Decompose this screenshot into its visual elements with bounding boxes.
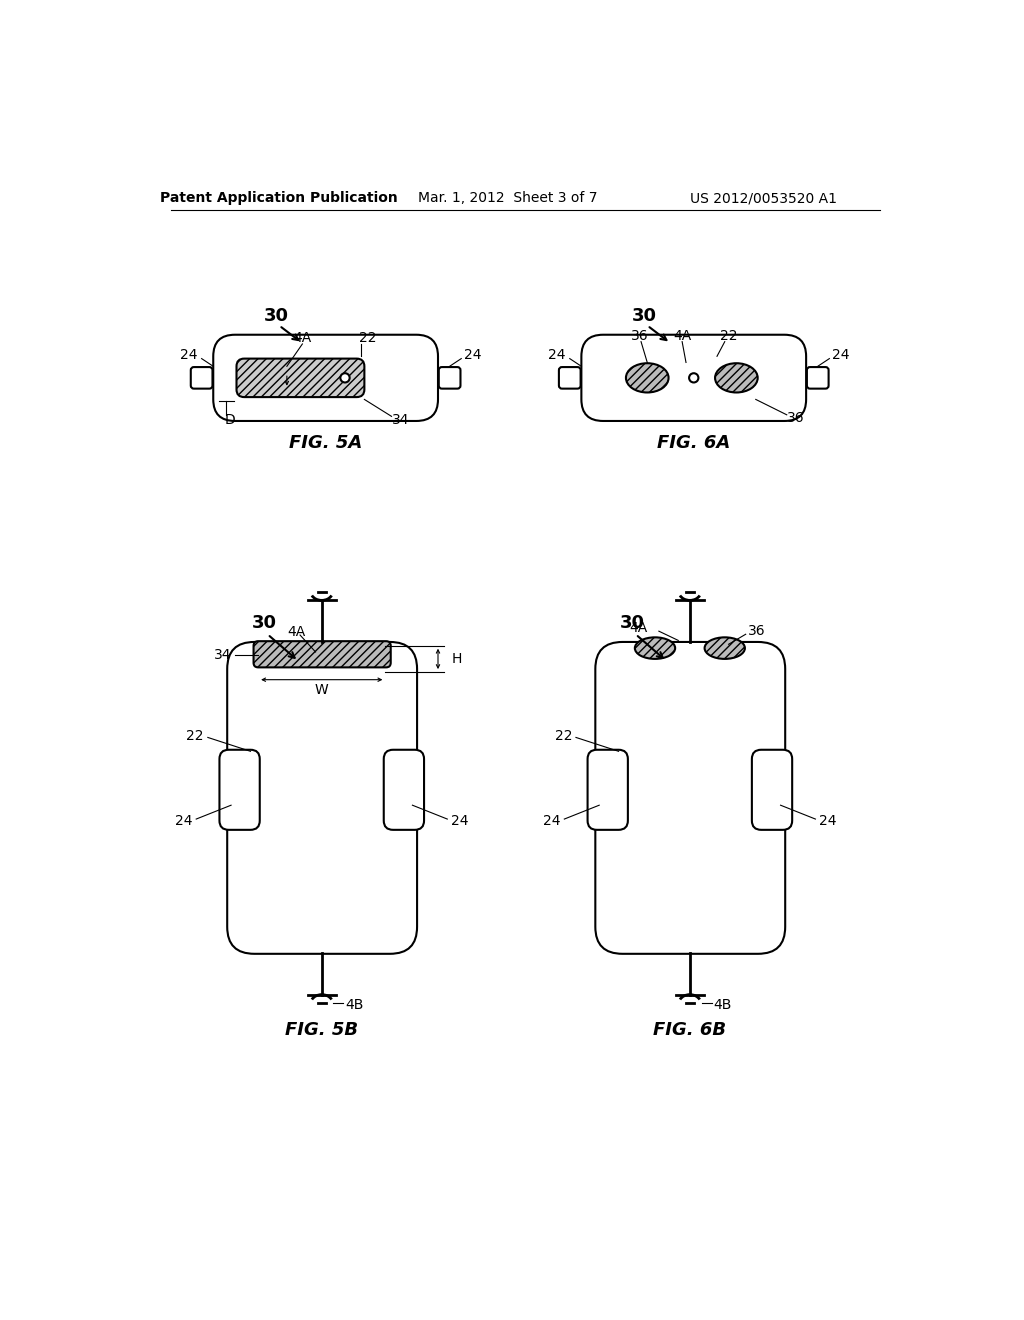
Text: 22: 22 <box>720 329 737 342</box>
Text: 4A: 4A <box>629 622 647 635</box>
Text: 24: 24 <box>819 813 837 828</box>
FancyBboxPatch shape <box>588 750 628 830</box>
Text: 4A: 4A <box>673 329 691 342</box>
FancyBboxPatch shape <box>752 750 793 830</box>
Text: 36: 36 <box>631 329 648 342</box>
Text: 24: 24 <box>831 347 849 362</box>
FancyBboxPatch shape <box>190 367 212 388</box>
Text: 24: 24 <box>543 813 560 828</box>
Text: 24: 24 <box>549 347 566 362</box>
Ellipse shape <box>626 363 669 392</box>
Text: 30: 30 <box>252 614 278 632</box>
Text: W: W <box>314 684 329 697</box>
Text: 4A: 4A <box>293 331 311 345</box>
Text: 22: 22 <box>186 729 204 743</box>
Text: US 2012/0053520 A1: US 2012/0053520 A1 <box>690 191 837 206</box>
Text: 24: 24 <box>452 813 469 828</box>
Text: FIG. 6B: FIG. 6B <box>653 1022 726 1039</box>
FancyBboxPatch shape <box>582 335 806 421</box>
Ellipse shape <box>715 363 758 392</box>
Ellipse shape <box>705 638 744 659</box>
Text: 34: 34 <box>391 413 409 428</box>
FancyBboxPatch shape <box>384 750 424 830</box>
Text: 4B: 4B <box>345 998 364 1012</box>
Text: 30: 30 <box>263 308 289 325</box>
Text: 4B: 4B <box>713 998 731 1012</box>
FancyBboxPatch shape <box>254 642 391 668</box>
FancyBboxPatch shape <box>219 750 260 830</box>
Text: 36: 36 <box>748 624 766 638</box>
Ellipse shape <box>635 638 675 659</box>
Text: H: H <box>452 652 462 665</box>
Text: 24: 24 <box>175 813 193 828</box>
FancyBboxPatch shape <box>438 367 461 388</box>
Circle shape <box>340 374 349 383</box>
Text: FIG. 5A: FIG. 5A <box>289 434 362 453</box>
Text: 22: 22 <box>555 729 572 743</box>
Text: FIG. 6A: FIG. 6A <box>657 434 730 453</box>
Text: 36: 36 <box>786 411 805 425</box>
Text: 34: 34 <box>214 648 231 663</box>
Text: 30: 30 <box>632 308 656 325</box>
Text: 30: 30 <box>621 614 645 632</box>
FancyBboxPatch shape <box>559 367 581 388</box>
Text: FIG. 5B: FIG. 5B <box>286 1022 358 1039</box>
FancyBboxPatch shape <box>595 642 785 954</box>
Text: Mar. 1, 2012  Sheet 3 of 7: Mar. 1, 2012 Sheet 3 of 7 <box>418 191 597 206</box>
Text: 22: 22 <box>359 331 377 345</box>
Circle shape <box>689 374 698 383</box>
FancyBboxPatch shape <box>237 359 365 397</box>
Text: 24: 24 <box>180 347 198 362</box>
FancyBboxPatch shape <box>213 335 438 421</box>
Text: D: D <box>225 413 236 428</box>
Text: 4A: 4A <box>287 624 305 639</box>
Text: 24: 24 <box>464 347 481 362</box>
FancyBboxPatch shape <box>227 642 417 954</box>
Text: Patent Application Publication: Patent Application Publication <box>160 191 398 206</box>
FancyBboxPatch shape <box>807 367 828 388</box>
